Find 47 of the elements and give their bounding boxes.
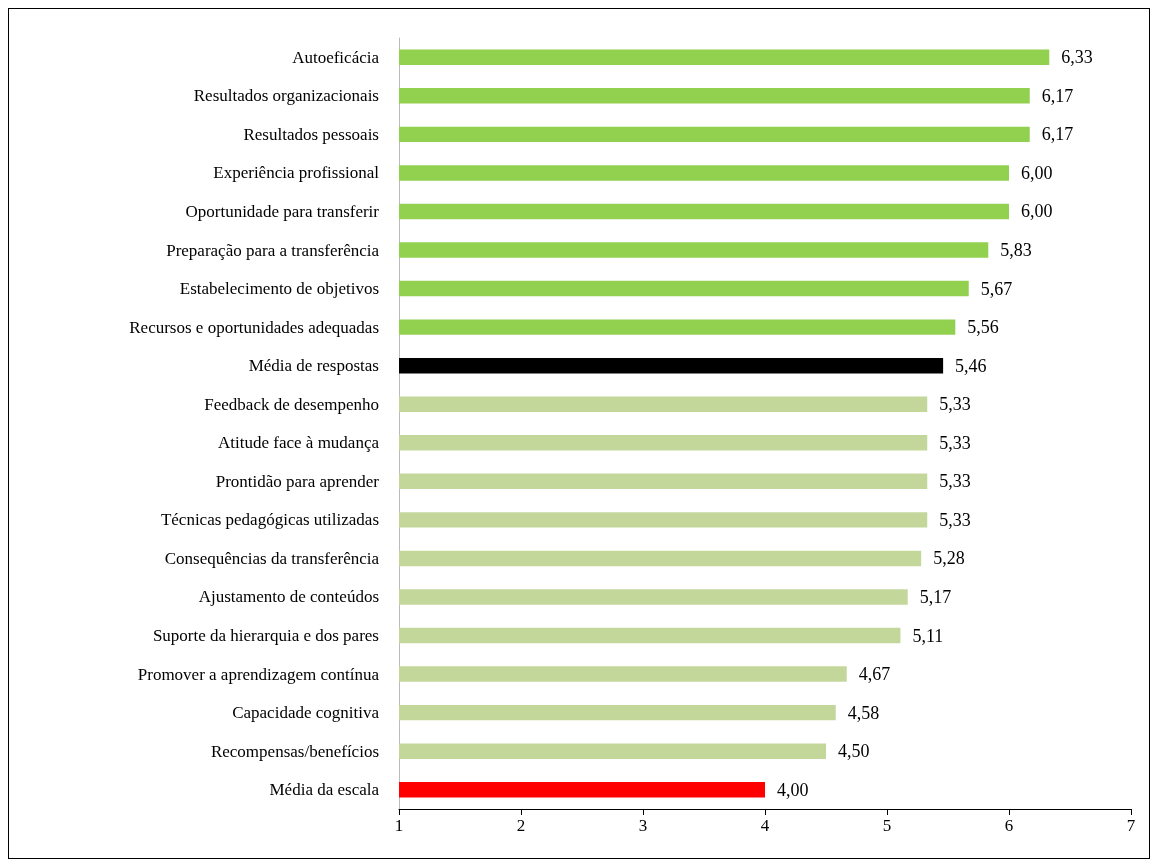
- data-label: 4,58: [847, 702, 880, 723]
- x-tick-label: 4: [760, 816, 770, 835]
- x-tick-label: 3: [638, 816, 648, 835]
- y-tick-label: Recursos e oportunidades adequadas: [129, 317, 379, 337]
- data-label: 4,00: [777, 779, 809, 800]
- y-tick-label: Ajustamento de conteúdos: [198, 587, 379, 607]
- y-tick-label: Atitude face à mudança: [218, 433, 380, 453]
- data-label: 5,46: [955, 355, 987, 376]
- y-tick-label: Capacidade cognitiva: [232, 703, 380, 723]
- data-label: 5,67: [980, 278, 1013, 299]
- x-tick-label: 5: [882, 816, 892, 835]
- data-label: 5,83: [1000, 240, 1032, 261]
- data-label: 5,56: [967, 317, 999, 338]
- data-label: 6,17: [1041, 124, 1074, 145]
- y-tick-label: Resultados organizacionais: [193, 86, 379, 106]
- x-tick-label: 7: [1126, 816, 1136, 835]
- y-tick-label: Consequências da transferência: [164, 548, 380, 568]
- data-label: 5,33: [939, 509, 971, 530]
- y-tick-label: Média da escala: [269, 780, 380, 800]
- data-label: 4,50: [838, 741, 870, 762]
- x-tick-label: 6: [1004, 816, 1014, 835]
- y-tick-label: Feedback de desempenho: [204, 394, 379, 414]
- y-tick-label: Resultados pessoais: [243, 124, 379, 144]
- y-tick-label: Estabelecimento de objetivos: [179, 279, 379, 299]
- data-label: 6,17: [1041, 85, 1074, 106]
- data-label: 5,33: [939, 432, 971, 453]
- data-label: 6,33: [1061, 47, 1093, 68]
- y-tick-label: Suporte da hierarquia e dos pares: [152, 626, 379, 646]
- data-label: 5,17: [919, 586, 952, 607]
- x-tick-label: 2: [516, 816, 526, 835]
- y-tick-label: Promover a aprendizagem contínua: [137, 664, 380, 684]
- y-tick-label: Técnicas pedagógicas utilizadas: [160, 510, 379, 530]
- y-tick-label: Autoeficácia: [292, 47, 380, 67]
- y-tick-label: Oportunidade para transferir: [185, 201, 380, 221]
- y-tick-label: Experiência profissional: [213, 163, 380, 183]
- data-label: 5,33: [939, 394, 971, 415]
- y-tick-label: Prontidão para aprender: [215, 471, 380, 491]
- data-label: 5,28: [933, 548, 965, 569]
- data-label: 6,00: [1021, 201, 1053, 222]
- y-tick-label: Preparação para a transferência: [166, 240, 380, 260]
- data-label: 5,11: [912, 625, 944, 646]
- y-tick-label: Recompensas/benefícios: [210, 741, 379, 761]
- data-label: 6,00: [1021, 162, 1053, 183]
- y-tick-label: Média de respostas: [248, 356, 379, 376]
- data-label: 5,33: [939, 471, 971, 492]
- x-tick-label: 1: [394, 816, 404, 835]
- data-label: 4,67: [858, 664, 891, 685]
